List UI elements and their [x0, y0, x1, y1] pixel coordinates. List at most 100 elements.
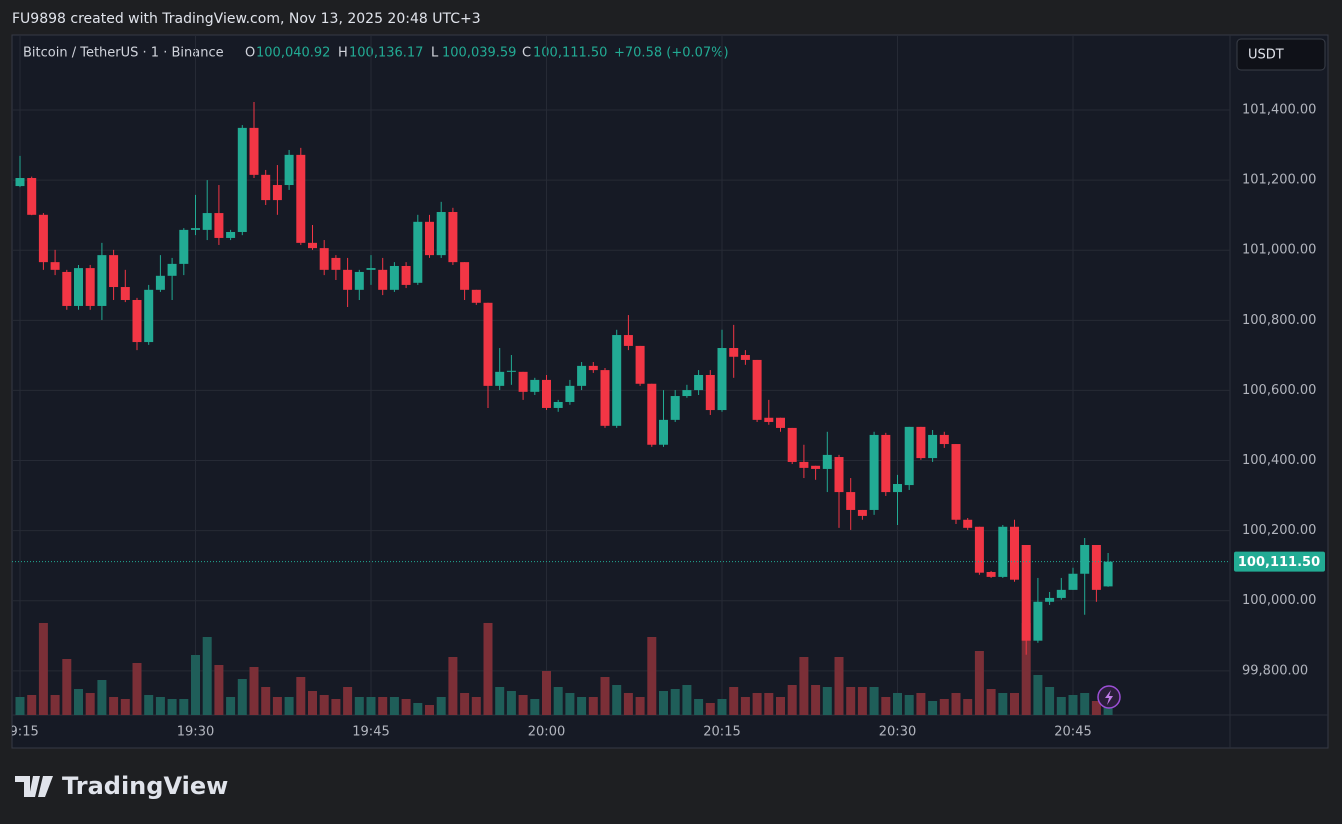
candle-body — [132, 299, 142, 343]
volume-bar — [764, 693, 774, 715]
candle-body — [881, 434, 891, 493]
volume-bar — [518, 695, 528, 715]
volume-bar — [998, 693, 1008, 715]
candle-body — [261, 174, 271, 201]
candle-body — [495, 371, 505, 386]
candle-body — [612, 335, 622, 426]
volume-bar — [366, 697, 376, 715]
volume-bar — [237, 679, 247, 715]
candle-body — [705, 375, 715, 411]
volume-bar — [565, 693, 575, 715]
volume-bar — [1010, 693, 1019, 715]
candle-body — [659, 419, 668, 445]
candle-body — [1068, 573, 1078, 590]
volume-bar — [740, 697, 750, 715]
volume-bar — [600, 677, 610, 715]
candle-body — [647, 383, 657, 445]
volume-bar — [799, 657, 809, 715]
x-tick-label: 20:45 — [1054, 725, 1091, 740]
volume-bar — [1045, 687, 1055, 715]
candle-body — [530, 379, 540, 392]
candle-body — [787, 427, 797, 462]
volume-bar — [635, 697, 645, 715]
volume-bar — [272, 697, 282, 715]
currency-button[interactable] — [1236, 38, 1326, 71]
volume-bar — [308, 691, 317, 715]
volume-bar — [881, 697, 891, 715]
candle-body — [191, 228, 200, 230]
volume-bar — [834, 657, 844, 715]
volume-bar — [869, 687, 879, 715]
candle-body — [542, 379, 551, 408]
volume-bar — [822, 687, 832, 715]
y-tick-label: 100,800.00 — [1242, 313, 1316, 328]
candle-body — [928, 434, 938, 459]
volume-bar — [436, 697, 446, 715]
candle-body — [1021, 545, 1031, 641]
candle-body — [799, 461, 809, 468]
candle-body — [331, 257, 341, 270]
volume-bar — [179, 699, 189, 715]
legend-key: L — [431, 46, 439, 61]
candle-body — [869, 434, 879, 510]
candle-body — [553, 401, 563, 408]
volume-bar — [1021, 623, 1031, 715]
candle-body — [85, 268, 95, 306]
candle-body — [226, 231, 236, 238]
volume-bar — [460, 693, 470, 715]
y-tick-label: 100,000.00 — [1242, 593, 1316, 608]
volume-bar — [612, 685, 622, 715]
volume-bar — [378, 697, 388, 715]
candle-body — [740, 355, 750, 360]
candle-body — [986, 571, 996, 577]
x-tick-label: 20:30 — [879, 725, 916, 740]
candle-body — [834, 457, 844, 493]
candle-body — [308, 242, 317, 249]
y-tick-label: 99,800.00 — [1242, 663, 1308, 678]
currency[interactable]: USDT — [1248, 48, 1284, 63]
volume-bar — [963, 699, 973, 715]
volume-bar — [553, 687, 563, 715]
volume-bar — [776, 697, 785, 715]
volume-bar — [893, 693, 902, 715]
candle-body — [1091, 545, 1101, 590]
volume-bar — [202, 637, 212, 715]
volume-bar — [448, 657, 458, 715]
volume-bar — [542, 671, 551, 715]
candle-body — [811, 465, 821, 469]
candle-body — [179, 229, 189, 264]
logo: TradingView — [15, 772, 228, 800]
candle-body — [50, 262, 60, 270]
volume-bar — [132, 663, 142, 715]
x-tick-label: 20:15 — [703, 725, 740, 740]
candle-body — [109, 255, 119, 288]
x-tick-label: 19:15 — [1, 725, 38, 740]
volume-bar — [413, 703, 423, 715]
candle-body — [893, 484, 902, 493]
x-tick-label: 20:00 — [528, 725, 565, 740]
candle-body — [319, 248, 329, 270]
legend-key: O — [245, 46, 255, 61]
candle-body — [167, 263, 177, 276]
candle-body — [378, 269, 388, 290]
candle-body — [1080, 545, 1090, 574]
volume-bar — [62, 659, 72, 715]
volume-bar — [261, 687, 271, 715]
volume-bar — [623, 693, 633, 715]
volume-bar — [296, 677, 306, 715]
volume-bar — [191, 655, 200, 715]
y-tick-label: 100,400.00 — [1242, 453, 1316, 468]
candle-body — [846, 492, 856, 510]
candle-body — [752, 359, 762, 420]
candle-body — [904, 426, 914, 486]
candle-body — [635, 345, 645, 384]
volume-bar — [50, 695, 60, 715]
volume-bar — [506, 691, 516, 715]
chart-frame — [11, 34, 1329, 749]
candle-body — [670, 396, 680, 420]
candle-body — [366, 268, 376, 270]
volume-bar — [857, 687, 867, 715]
candle-body — [15, 178, 25, 187]
volume-bar — [144, 695, 154, 715]
